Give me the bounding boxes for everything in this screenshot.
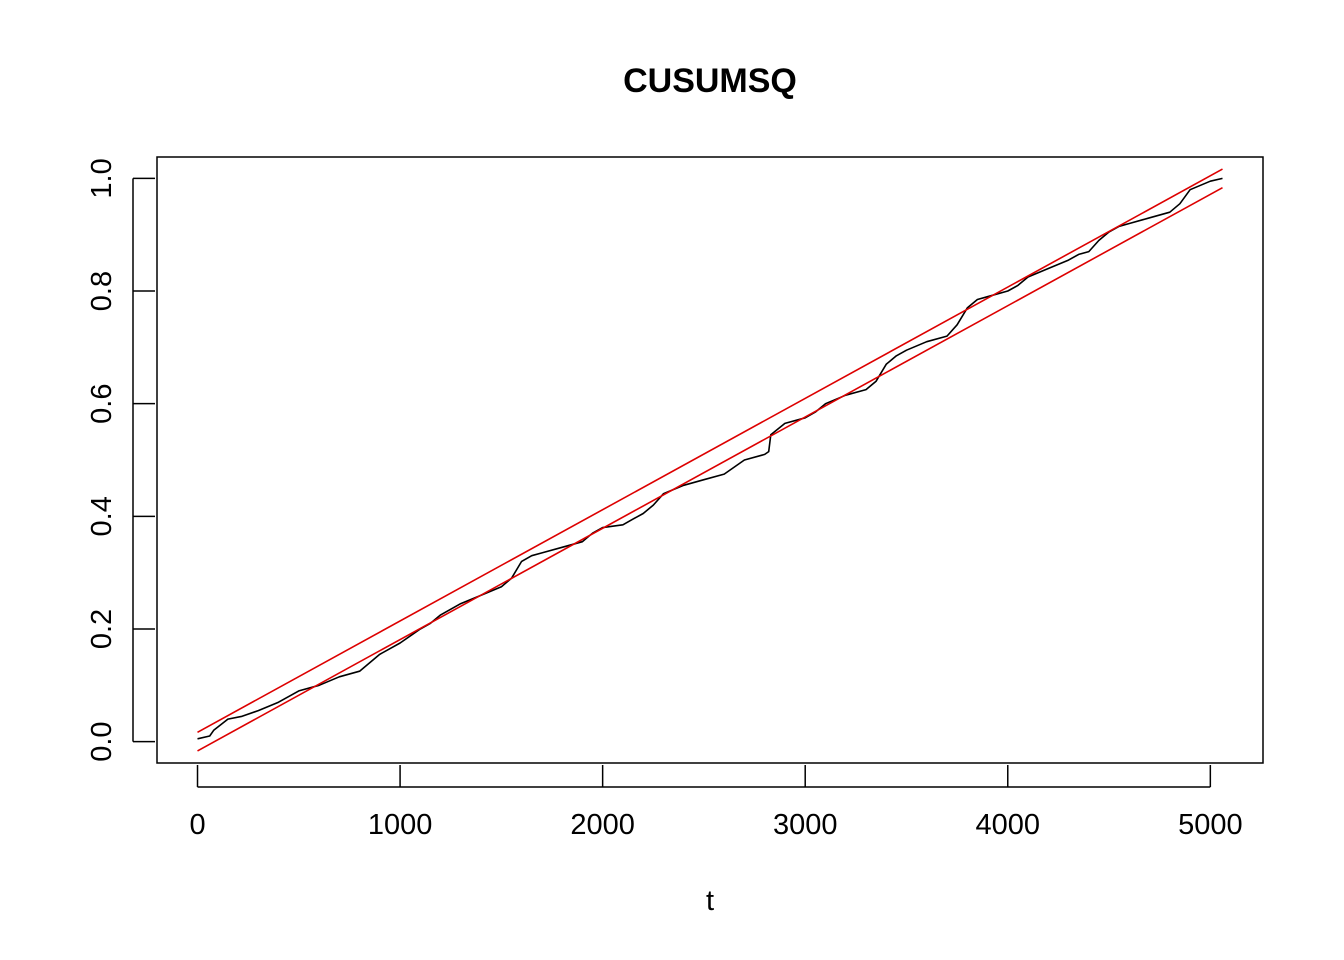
upper-bound-line (197, 168, 1223, 734)
y-tick-label: 0.0 (86, 721, 118, 761)
y-tick-label: 0.8 (86, 271, 118, 311)
x-axis: 0 1000 2000 3000 4000 5000 (189, 765, 1243, 841)
y-tick-label: 0.2 (86, 609, 118, 649)
y-tick-label: 1.0 (86, 158, 118, 198)
series-layer (197, 168, 1223, 752)
chart-title: CUSUMSQ (623, 62, 797, 100)
plot-frame (156, 156, 1264, 764)
y-tick-label: 0.6 (86, 384, 118, 424)
x-tick-label: 1000 (368, 809, 433, 841)
x-axis-label: t (706, 885, 714, 917)
x-tick-label: 5000 (1178, 809, 1243, 841)
x-tick-label: 3000 (773, 809, 838, 841)
y-tick-label: 0.4 (86, 496, 118, 536)
x-tick-label: 4000 (976, 809, 1041, 841)
y-axis: 0.0 0.2 0.4 0.6 0.8 1.0 (86, 158, 155, 762)
x-tick-label: 0 (189, 809, 205, 841)
lower-bound-line (197, 186, 1223, 752)
x-tick-label: 2000 (570, 809, 635, 841)
cusumsq-line (197, 177, 1223, 740)
